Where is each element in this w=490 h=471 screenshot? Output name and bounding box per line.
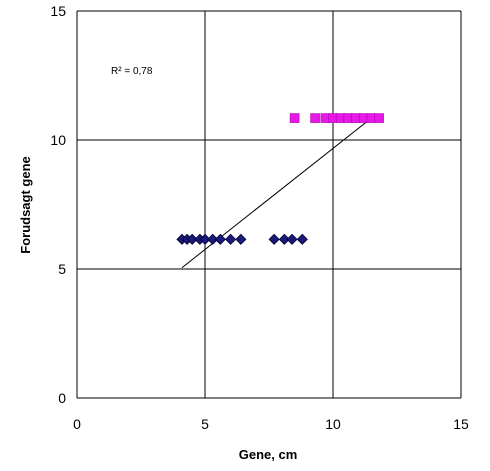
x-tick-label: 10 [325,416,341,432]
grid-lines [76,10,462,399]
square-point [289,113,300,123]
y-tick-label: 0 [58,390,66,406]
y-axis-title: Forudsagt gene [18,156,33,254]
y-tick-label: 5 [58,261,66,277]
diamond-point [207,233,219,245]
data-points [176,113,384,245]
x-tick-label: 0 [73,416,81,432]
y-tick-label: 10 [50,132,66,148]
y-tick-label: 15 [50,3,66,19]
x-axis-title: Gene, cm [239,447,298,462]
diamond-point [225,233,237,245]
tick-labels: 0 5 10 15 0 5 10 15 [50,3,469,432]
diamond-point [296,233,308,245]
square-point [374,113,384,123]
trendline [181,117,372,269]
diamond-point [199,233,211,245]
diamond-point [286,233,298,245]
square-point [310,113,320,123]
x-tick-label: 5 [201,416,209,432]
diamond-point [214,233,226,245]
diamond-point [278,233,290,245]
diamond-point [186,233,198,245]
x-tick-label: 15 [453,416,469,432]
trendline-group [181,117,372,269]
r-squared-annotation: R² = 0,78 [111,66,153,77]
diamond-point [235,233,247,245]
diamond-point [268,233,280,245]
